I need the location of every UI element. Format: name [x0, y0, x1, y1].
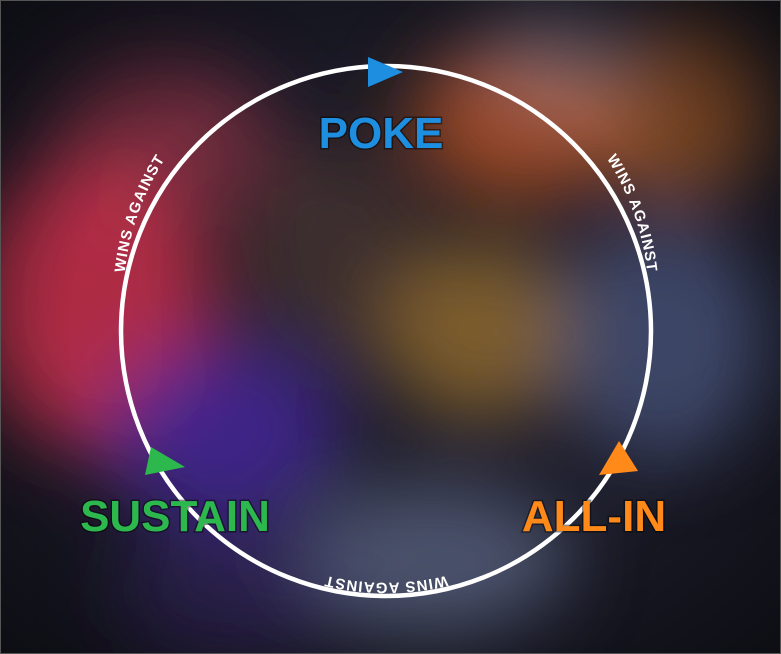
edge-label-poke-beats-allin: WINS AGAINST	[603, 152, 660, 274]
node-label-sustain: SUSTAIN	[80, 492, 270, 541]
edge-label-allin-beats-sustain: WINS AGAINST	[323, 572, 450, 596]
edge-label-sustain-beats-poke: WINS AGAINST	[112, 151, 169, 273]
node-label-poke: POKE	[319, 109, 444, 158]
poke-arrowhead	[368, 57, 403, 87]
sustain-arrowhead	[145, 447, 185, 475]
all-in-arrowhead	[599, 441, 638, 475]
node-label-all-in: ALL-IN	[522, 492, 666, 541]
